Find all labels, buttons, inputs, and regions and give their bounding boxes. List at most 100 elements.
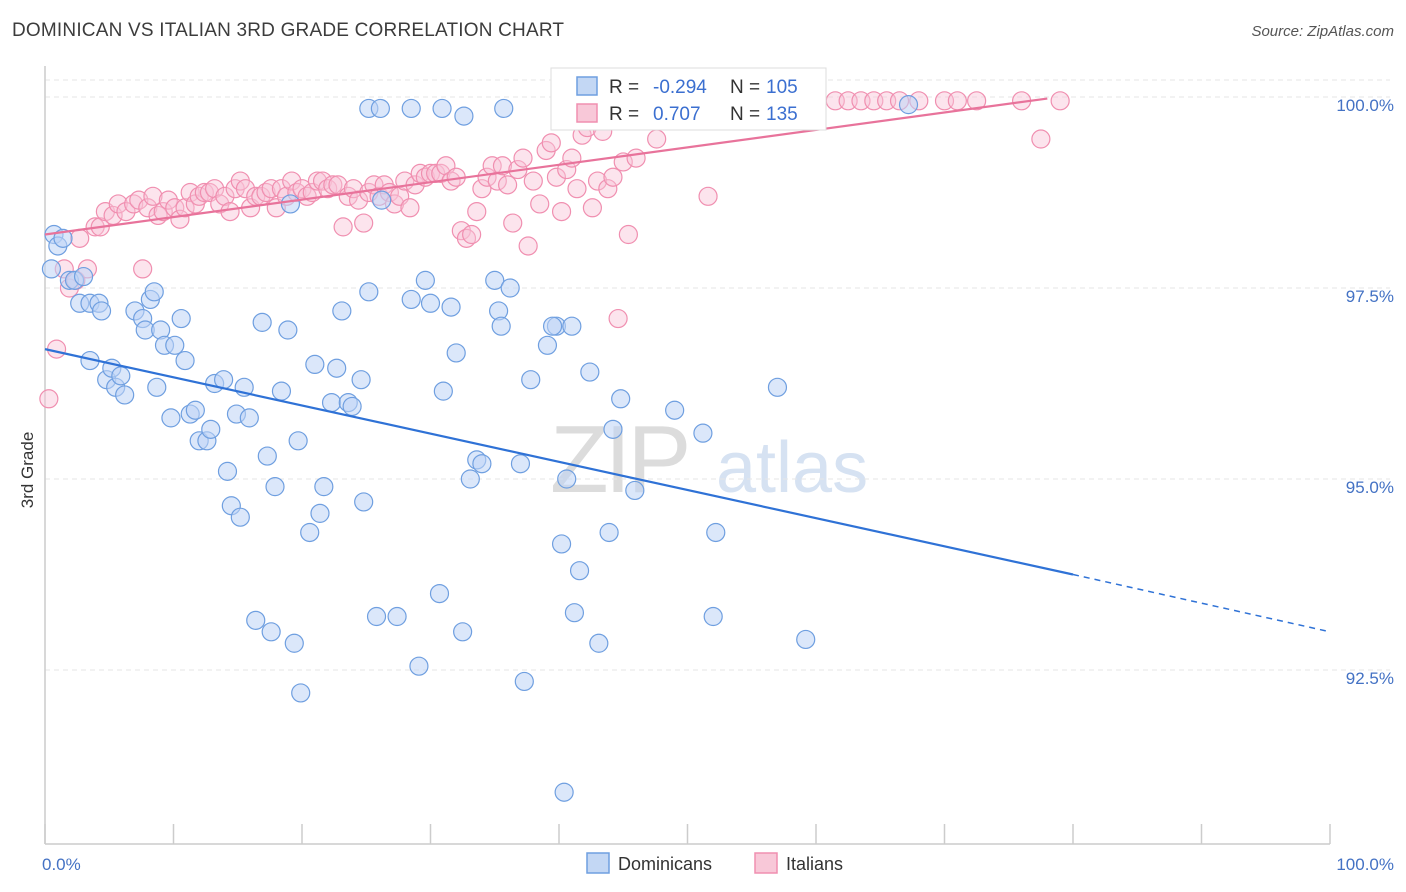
legend-r-label: R = xyxy=(609,77,639,98)
italians-point xyxy=(598,179,618,199)
dominicans-point xyxy=(401,289,421,310)
dominicans-point xyxy=(446,343,466,363)
italians-point xyxy=(133,259,153,279)
dominicans-point xyxy=(562,316,582,336)
italians-point xyxy=(647,129,667,149)
italians-point xyxy=(124,194,144,214)
y-tick-label: 97.5% xyxy=(1346,287,1394,306)
dominicans-point xyxy=(185,400,205,420)
dominicans-point xyxy=(485,270,505,290)
italians-point xyxy=(513,148,533,168)
italians-point xyxy=(153,202,173,222)
italians-point xyxy=(158,190,178,210)
dominicans-point xyxy=(387,606,407,627)
dominicans-point xyxy=(569,561,590,581)
dominicans-point xyxy=(291,683,311,703)
dominicans-point xyxy=(796,629,816,650)
italians-point xyxy=(323,175,343,195)
dominicans-point xyxy=(165,335,185,355)
italians-point xyxy=(618,224,638,245)
dominicans-point xyxy=(432,98,452,119)
italians-point xyxy=(282,171,302,191)
dominicans-point xyxy=(342,396,362,417)
legend-swatch-italians xyxy=(576,103,598,123)
dominicans-point xyxy=(305,354,325,374)
italians-point xyxy=(138,198,158,218)
italians-point xyxy=(318,179,338,199)
dominicans-point xyxy=(611,389,631,409)
dominicans-trend-line xyxy=(44,348,1074,576)
dominicans-point xyxy=(703,606,723,627)
dominicans-point xyxy=(91,301,112,321)
dominicans-point xyxy=(625,480,645,501)
dominicans-point xyxy=(500,278,520,298)
svg-text:atlas: atlas xyxy=(716,428,868,508)
dominicans-point xyxy=(433,381,453,401)
y-tick-label: 92.5% xyxy=(1346,669,1394,688)
italians-point xyxy=(518,236,538,256)
legend-n-value-italians: 135 xyxy=(766,104,798,125)
dominicans-point xyxy=(453,622,473,642)
italians-point xyxy=(205,179,225,199)
dominicans-point xyxy=(41,259,62,279)
dominicans-point xyxy=(366,606,387,627)
legend-swatch-dominicans xyxy=(576,76,598,96)
legend-r-value-italians: 0.707 xyxy=(653,104,701,125)
dominicans-point xyxy=(252,312,272,332)
dominicans-point xyxy=(201,419,221,439)
dominicans-point xyxy=(370,98,390,119)
italians-point xyxy=(354,213,374,233)
italians-point xyxy=(603,167,623,187)
dominicans-point xyxy=(420,293,441,313)
legend-n-value-dominicans: 105 xyxy=(766,77,798,98)
italians-point xyxy=(189,186,209,206)
dominicans-point xyxy=(284,633,304,653)
italians-point xyxy=(456,228,477,248)
gridlines: 92.5% 95.0% 97.5% 100.0% xyxy=(45,79,1394,688)
series-legend: Dominicans Italians xyxy=(586,852,843,874)
source-label: Source: ZipAtlas.com xyxy=(1251,23,1394,40)
dominicans-point xyxy=(310,503,330,523)
dominicans-point xyxy=(161,408,181,428)
italians-point xyxy=(587,171,608,191)
italians-point xyxy=(546,167,567,187)
dominicans-point xyxy=(401,98,421,119)
dominicans-point xyxy=(472,454,492,474)
dominicans-point xyxy=(217,461,238,481)
dominicans-point xyxy=(271,381,292,401)
dominicans-point xyxy=(144,282,164,302)
italians-point xyxy=(462,224,482,245)
italians-point xyxy=(492,156,513,176)
dominicans-point xyxy=(599,522,619,543)
italians-point xyxy=(220,202,240,222)
dominicans-trend-extension xyxy=(1072,573,1331,633)
dominicans-point xyxy=(354,492,374,512)
dominicans-point xyxy=(665,400,685,420)
italians-point xyxy=(70,228,90,248)
chart-title: DOMINICAN VS ITALIAN 3RD GRADE CORRELATI… xyxy=(12,20,565,41)
italians-point xyxy=(551,202,572,222)
bottom-legend-italians: Italians xyxy=(786,854,843,874)
dominicans-point xyxy=(589,633,609,653)
legend-n-label: N = xyxy=(730,104,760,125)
dominicans-point xyxy=(359,282,379,302)
x-tick-right: 100.0% xyxy=(1336,855,1394,874)
x-tick-left: 0.0% xyxy=(42,855,81,874)
italians-point xyxy=(333,217,353,237)
dominicans-point xyxy=(409,656,429,676)
dominicans-point xyxy=(603,419,623,439)
axes xyxy=(44,66,1331,845)
dominicans-point xyxy=(542,316,563,336)
dominicans-point xyxy=(230,507,250,527)
italians-point xyxy=(1031,129,1051,149)
dominicans-point xyxy=(415,270,435,290)
dominicans-point xyxy=(327,358,347,378)
y-axis-label: 3rd Grade xyxy=(18,432,37,509)
italians-point xyxy=(523,171,543,191)
y-tick-label: 100.0% xyxy=(1336,96,1394,115)
dominicans-point xyxy=(767,377,788,397)
dominicans-point xyxy=(332,301,352,321)
dominicans-point xyxy=(580,362,600,382)
italians-point xyxy=(530,194,550,214)
